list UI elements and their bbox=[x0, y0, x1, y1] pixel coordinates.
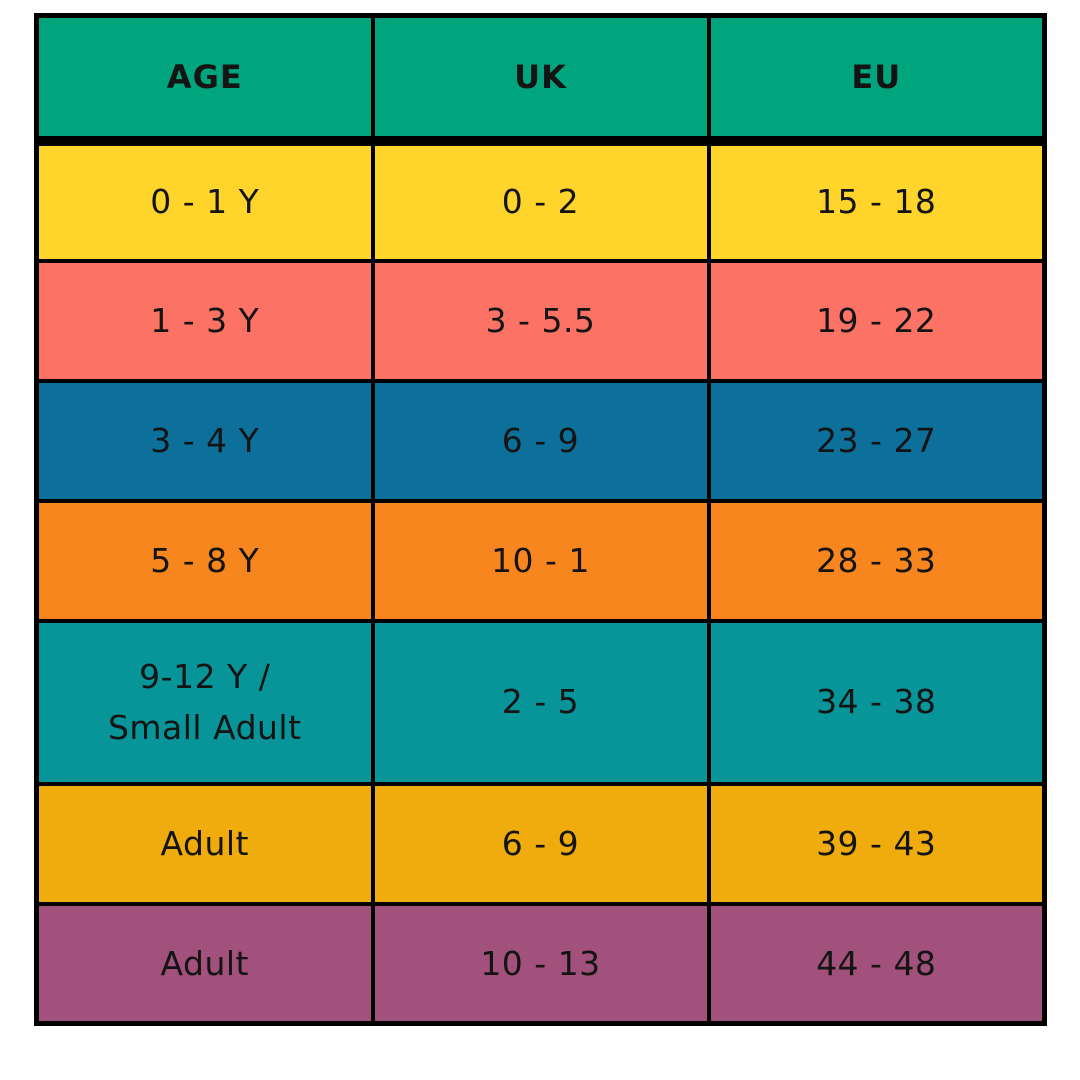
table-row: 0 - 1 Y 0 - 2 15 - 18 bbox=[34, 138, 1047, 263]
column-header-age: AGE bbox=[34, 13, 375, 146]
table-row: 1 - 3 Y 3 - 5.5 19 - 22 bbox=[34, 258, 1047, 383]
cell-eu: 15 - 18 bbox=[706, 138, 1047, 263]
cell-uk: 0 - 2 bbox=[370, 138, 711, 263]
cell-age: 9-12 Y / Small Adult bbox=[34, 618, 375, 786]
cell-age: 1 - 3 Y bbox=[34, 258, 375, 383]
column-header-uk: UK bbox=[370, 13, 711, 146]
cell-age: 3 - 4 Y bbox=[34, 378, 375, 503]
cell-age: Adult bbox=[34, 781, 375, 906]
cell-uk: 6 - 9 bbox=[370, 781, 711, 906]
cell-uk: 3 - 5.5 bbox=[370, 258, 711, 383]
cell-eu: 39 - 43 bbox=[706, 781, 1047, 906]
table-row: 9-12 Y / Small Adult 2 - 5 34 - 38 bbox=[34, 618, 1047, 786]
cell-eu: 28 - 33 bbox=[706, 498, 1047, 623]
table-row: 5 - 8 Y 10 - 1 28 - 33 bbox=[34, 498, 1047, 623]
cell-uk: 10 - 13 bbox=[370, 901, 711, 1026]
table-row: Adult 10 - 13 44 - 48 bbox=[34, 901, 1047, 1026]
cell-eu: 34 - 38 bbox=[706, 618, 1047, 786]
cell-eu: 19 - 22 bbox=[706, 258, 1047, 383]
cell-eu: 44 - 48 bbox=[706, 901, 1047, 1026]
cell-uk: 2 - 5 bbox=[370, 618, 711, 786]
cell-age: 5 - 8 Y bbox=[34, 498, 375, 623]
cell-uk: 10 - 1 bbox=[370, 498, 711, 623]
header-row: AGE UK EU bbox=[34, 13, 1047, 146]
cell-uk: 6 - 9 bbox=[370, 378, 711, 503]
column-header-eu: EU bbox=[706, 13, 1047, 146]
table-row: 3 - 4 Y 6 - 9 23 - 27 bbox=[34, 378, 1047, 503]
cell-eu: 23 - 27 bbox=[706, 378, 1047, 503]
size-conversion-table: AGE UK EU 0 - 1 Y 0 - 2 15 - 18 1 - 3 Y … bbox=[34, 13, 1047, 1026]
cell-age: 0 - 1 Y bbox=[34, 138, 375, 263]
table-row: Adult 6 - 9 39 - 43 bbox=[34, 781, 1047, 906]
cell-age: Adult bbox=[34, 901, 375, 1026]
